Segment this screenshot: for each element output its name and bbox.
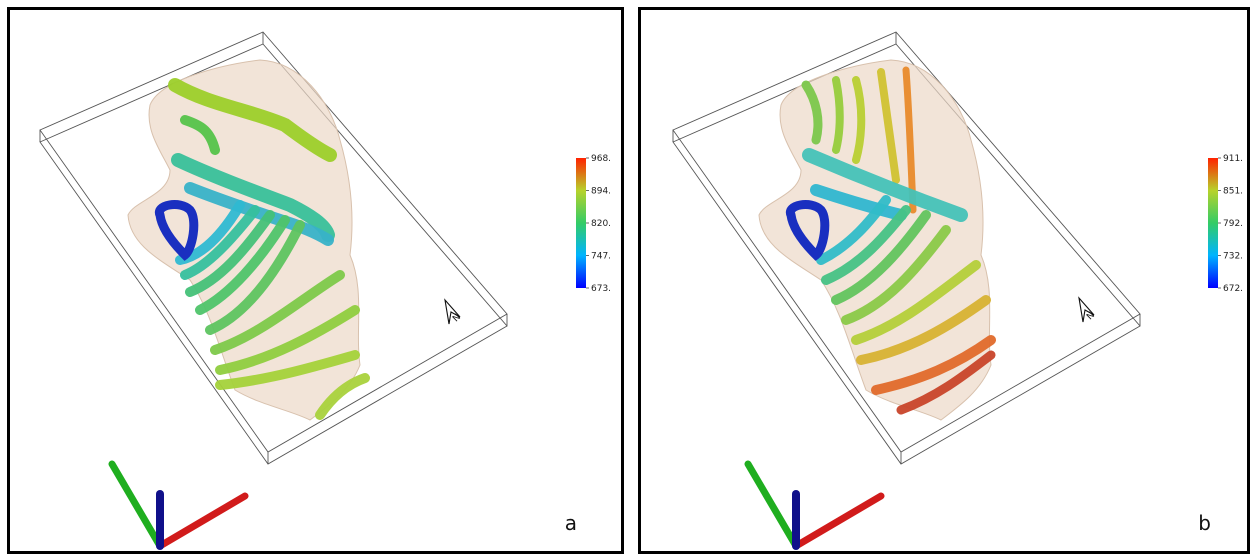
x-axis-icon <box>156 492 249 550</box>
colorbar-tick-label: 732. <box>1223 252 1243 262</box>
panel-b: N 911. 851. 792. 732. 672. b <box>638 7 1250 554</box>
colorbar-tick-label: 851. <box>1223 187 1243 197</box>
strike-ribbon <box>832 76 844 154</box>
scene-b: N 911. 851. 792. 732. 672. <box>672 31 1243 550</box>
low-loop <box>154 200 199 261</box>
strike-ribbon <box>810 184 907 221</box>
strike-ribbon <box>205 220 305 335</box>
strike-ribbon <box>215 350 360 390</box>
strike-ribbon <box>215 305 360 375</box>
strike-ribbon <box>841 225 951 325</box>
colorbar: 968. 894. 820. 747. 673. <box>576 154 611 294</box>
panel-label-b: b <box>1198 511 1211 535</box>
strike-ribbon <box>896 350 996 415</box>
y-axis-icon <box>108 460 164 550</box>
strike-ribbon <box>171 153 335 242</box>
colorbar-scale <box>1208 158 1218 288</box>
strike-ribbon <box>180 115 220 155</box>
north-arrow: N <box>1078 296 1097 323</box>
strike-ribbon <box>180 205 260 280</box>
north-arrow-icon <box>444 298 461 325</box>
strike-ribbon <box>185 210 275 297</box>
orientation-axes <box>744 460 885 550</box>
panel-label-a: a <box>564 511 577 535</box>
orientation-axes <box>108 460 249 550</box>
strike-ribbon <box>851 260 981 345</box>
colorbar-tick-label: 747. <box>591 252 611 262</box>
strike-ribbon <box>831 210 931 305</box>
strike-ribbons <box>801 66 996 415</box>
x-axis-icon <box>792 492 885 550</box>
strike-ribbon <box>195 215 290 315</box>
strike-ribbon <box>210 270 345 355</box>
colorbar-scale <box>576 158 586 288</box>
strike-ribbon <box>801 80 823 145</box>
strike-ribbon <box>852 76 866 164</box>
north-arrow-label: N <box>1085 310 1097 322</box>
y-axis-icon <box>744 460 800 550</box>
strike-ribbon <box>871 335 996 395</box>
colorbar-tick-label: 968. <box>591 154 611 164</box>
scene-a: N 968. 894. 820. 747. 673. <box>39 31 611 550</box>
strike-ribbon <box>168 78 337 162</box>
colorbar-tick-label: 820. <box>591 219 611 229</box>
colorbar-tick-label: 792. <box>1223 219 1243 229</box>
strike-ribbon <box>856 295 991 365</box>
north-arrow: N <box>444 298 463 325</box>
strike-ribbon <box>802 148 968 222</box>
north-arrow-label: N <box>451 312 463 324</box>
colorbar-tick-label: 911. <box>1223 154 1243 164</box>
north-arrow-icon <box>1078 296 1095 323</box>
colorbar: 911. 851. 792. 732. 672. <box>1208 154 1243 294</box>
colorbar-tick-label: 672. <box>1223 284 1243 294</box>
strike-ribbon <box>877 68 900 184</box>
colorbar-tick-label: 894. <box>591 187 611 197</box>
strike-ribbon <box>816 195 891 265</box>
panel-a: N 968. 894. 820. 747. 673. a <box>7 7 624 554</box>
strike-ribbon <box>821 205 911 285</box>
strike-ribbon <box>315 373 370 420</box>
low-loop <box>785 200 830 261</box>
colorbar-tick-label: 673. <box>591 284 611 294</box>
